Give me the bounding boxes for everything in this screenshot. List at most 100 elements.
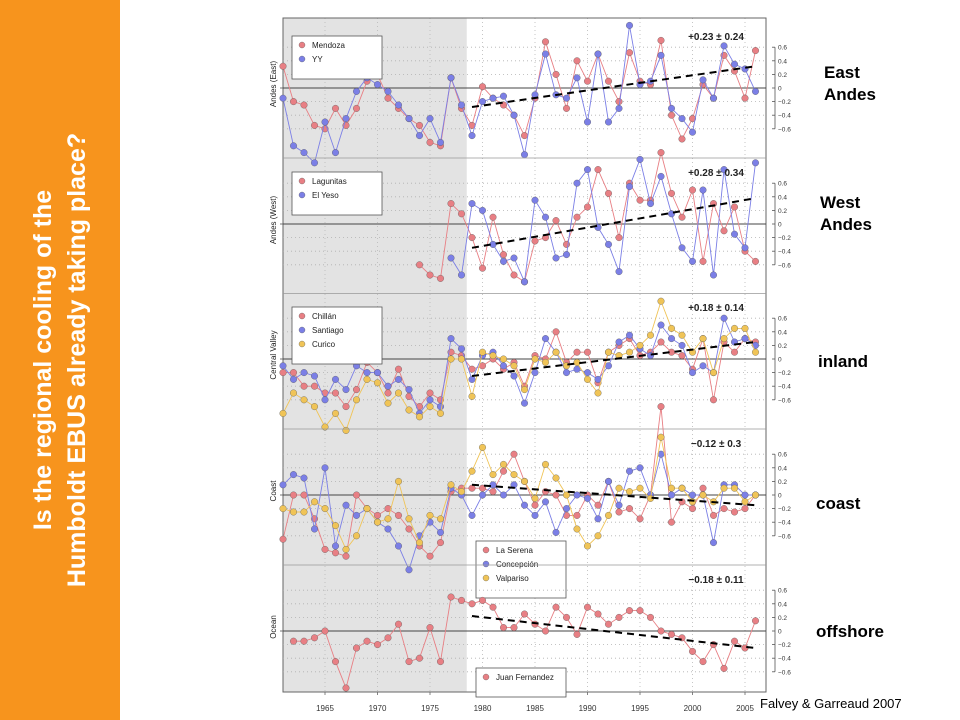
data-point <box>605 511 612 519</box>
data-point <box>311 382 318 390</box>
panel-ylabel: Andes (West) <box>269 196 278 245</box>
legend <box>291 35 383 80</box>
data-point <box>615 234 623 242</box>
legend <box>291 171 383 216</box>
data-point <box>500 467 507 475</box>
data-point <box>689 505 696 513</box>
data-point <box>584 77 591 85</box>
data-point <box>290 508 297 516</box>
legend <box>475 667 567 698</box>
data-point <box>290 491 297 499</box>
data-point <box>552 474 560 482</box>
x-tick-label: 2000 <box>684 704 702 713</box>
panel-ylabel: Andes (East) <box>269 61 278 108</box>
citation: Falvey & Garreaud 2007 <box>760 696 902 711</box>
y-tick-label: 0 <box>778 493 782 500</box>
data-point <box>300 474 308 482</box>
data-point <box>552 528 560 536</box>
series-line <box>282 406 756 557</box>
data-point <box>300 637 308 645</box>
series-line <box>282 299 756 432</box>
data-point <box>479 491 486 499</box>
data-point <box>731 484 738 492</box>
data-point <box>542 38 549 46</box>
data-point <box>573 630 581 638</box>
data-point <box>353 87 360 95</box>
data-point <box>626 183 633 191</box>
legend-marker <box>482 574 490 582</box>
data-point <box>573 365 581 373</box>
data-point <box>594 375 602 383</box>
data-point <box>384 94 392 102</box>
data-point <box>447 335 455 343</box>
data-point <box>552 70 560 78</box>
x-tick-label: 1985 <box>526 704 544 713</box>
data-point <box>657 172 665 180</box>
data-point <box>290 142 297 150</box>
y-tick-label: −0.2 <box>778 642 791 649</box>
data-point <box>500 257 507 265</box>
data-point <box>678 352 686 360</box>
data-point <box>290 375 297 383</box>
data-point <box>468 200 476 208</box>
data-point <box>668 324 675 332</box>
data-point <box>332 389 339 397</box>
panel-ocean: 0.6 0.4 0.2 0 −0.2 −0.4 −0.6 Ocean −0.18 ± 0.11 J… <box>269 564 791 698</box>
data-point <box>626 467 633 475</box>
x-tick-label: 1995 <box>631 704 649 713</box>
data-point <box>668 104 675 112</box>
data-point <box>342 426 350 434</box>
data-point <box>752 257 759 265</box>
data-point <box>437 409 444 417</box>
data-point <box>374 81 381 89</box>
data-point <box>720 664 728 672</box>
region-label-offshore: offshore <box>816 622 884 641</box>
data-point <box>279 369 287 377</box>
legend-marker <box>482 560 490 568</box>
y-tick-label: 0.2 <box>778 72 787 79</box>
y-tick-label: 0.4 <box>778 465 787 472</box>
data-point <box>437 274 444 282</box>
data-point <box>353 532 360 540</box>
data-point <box>384 389 392 397</box>
x-tick-label: 1965 <box>316 704 334 713</box>
data-point <box>615 104 623 112</box>
data-point <box>752 159 759 167</box>
data-point <box>678 213 686 221</box>
y-tick-label: −0.4 <box>778 656 791 663</box>
data-point <box>447 355 455 363</box>
data-point <box>731 508 738 516</box>
data-point <box>573 74 581 82</box>
data-point <box>374 641 381 649</box>
data-point <box>584 494 591 502</box>
data-point <box>594 532 602 540</box>
data-point <box>731 203 738 211</box>
data-point <box>720 227 728 235</box>
data-point <box>500 491 507 499</box>
data-point <box>437 138 444 146</box>
data-point <box>584 375 591 383</box>
data-point <box>594 50 602 58</box>
data-point <box>447 254 455 262</box>
legend-marker <box>482 546 490 554</box>
data-point <box>531 494 539 502</box>
data-point <box>426 403 434 411</box>
data-point <box>500 355 507 363</box>
data-point <box>426 624 434 632</box>
y-tick-label: 0.4 <box>778 601 787 608</box>
data-point <box>741 324 749 332</box>
data-point <box>668 630 675 638</box>
data-point <box>384 515 392 523</box>
data-point <box>752 491 759 499</box>
trend-label: +0.23 ± 0.24 <box>688 32 744 43</box>
data-point <box>710 94 717 102</box>
data-point <box>290 471 297 479</box>
data-point <box>363 505 371 513</box>
data-point <box>458 355 465 363</box>
panel-andes-west-: 0.6 0.4 0.2 0 −0.2 −0.4 −0.6 Andes (West) +0.28 … <box>269 149 791 286</box>
data-point <box>311 121 318 129</box>
data-point <box>699 76 707 84</box>
data-point <box>374 379 381 387</box>
data-point <box>752 348 759 356</box>
data-point <box>720 42 728 50</box>
